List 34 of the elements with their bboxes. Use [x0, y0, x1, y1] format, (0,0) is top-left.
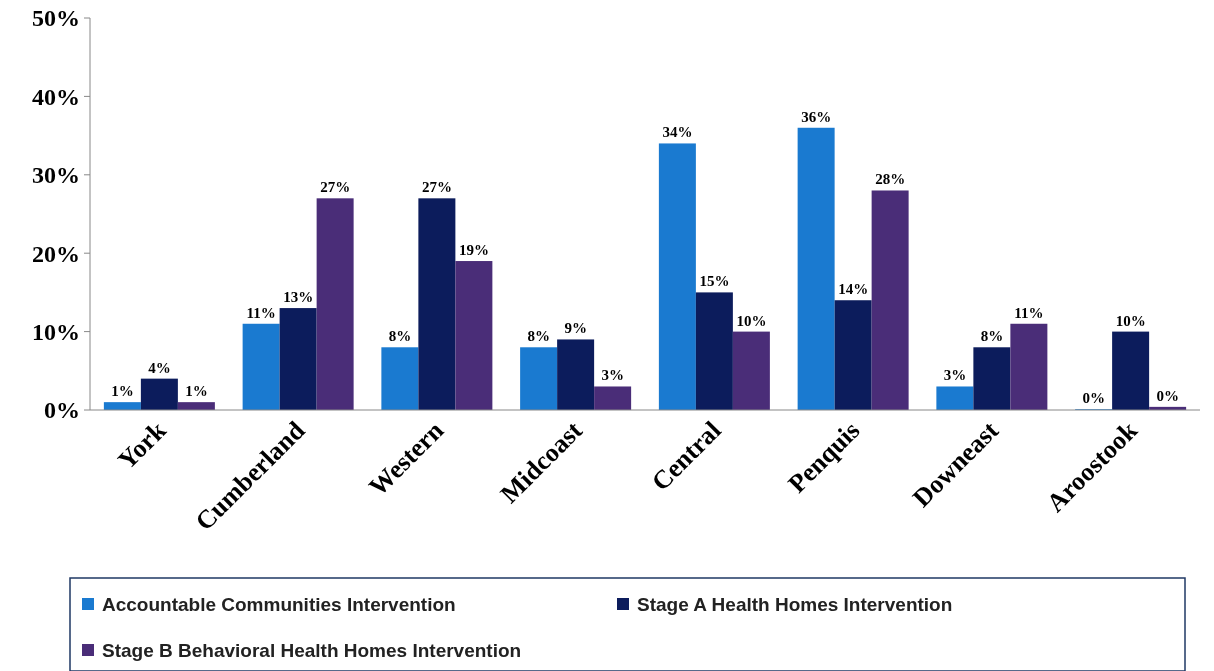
data-label: 10%	[1115, 312, 1146, 329]
data-label: 14%	[838, 281, 869, 298]
data-label: 28%	[875, 171, 906, 188]
data-label: 34%	[662, 124, 693, 141]
y-tick-label: 0%	[44, 397, 80, 424]
data-label: 3%	[943, 367, 967, 384]
legend-label: Accountable Communities Intervention	[102, 593, 456, 615]
data-label: 0%	[1082, 390, 1105, 407]
data-label: 3%	[601, 367, 624, 384]
data-label: 36%	[801, 108, 832, 125]
legend-label: Stage B Behavioral Health Homes Intervention	[102, 639, 522, 661]
data-label: 8%	[527, 328, 550, 345]
data-label: 0%	[1156, 387, 1179, 404]
data-label: 27%	[320, 179, 351, 196]
data-label: 1%	[185, 383, 208, 400]
y-tick-label: 50%	[32, 5, 80, 32]
data-label: 4%	[148, 359, 171, 376]
data-label: 11%	[246, 304, 276, 321]
data-label: 19%	[458, 242, 489, 259]
y-tick-label: 30%	[32, 162, 80, 189]
data-label: 11%	[1014, 304, 1044, 321]
data-label: 1%	[111, 383, 134, 400]
data-label: 10%	[736, 312, 767, 329]
data-label: 27%	[421, 179, 452, 196]
data-label: 9%	[564, 320, 587, 337]
data-label: 8%	[980, 328, 1004, 345]
data-label: 15%	[699, 273, 730, 290]
x-tick-label: York	[112, 415, 172, 476]
legend-label: Stage A Health Homes Intervention	[637, 593, 953, 615]
y-tick-label: 40%	[32, 83, 80, 110]
data-label: 8%	[388, 328, 412, 345]
y-tick-label: 10%	[32, 319, 80, 345]
data-label: 13%	[283, 289, 314, 306]
y-tick-label: 20%	[32, 240, 80, 267]
